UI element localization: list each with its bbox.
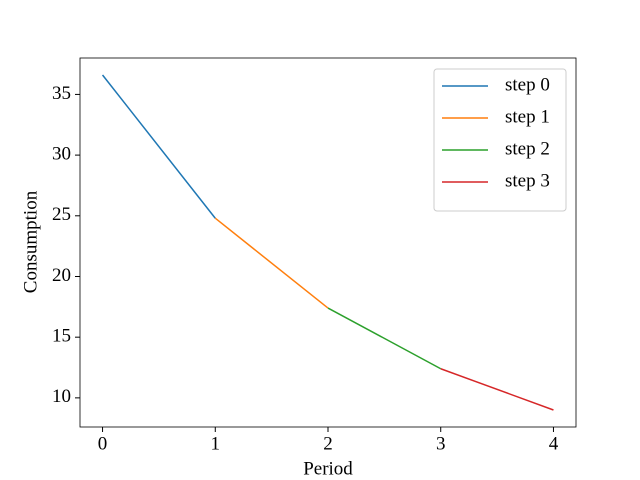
y-tick-label: 30 [52,143,71,164]
y-tick-label: 20 [52,265,71,286]
x-tick-label: 3 [436,433,446,454]
x-tick-label: 2 [323,433,333,454]
legend-label: step 0 [505,74,550,95]
series-line [101,74,216,219]
legend-label: step 3 [505,170,550,191]
y-tick-label: 35 [52,83,71,104]
x-tick-label: 4 [549,433,559,454]
x-axis-label: Period [303,458,353,479]
series-line [440,368,554,411]
y-axis-label: Consumption [20,190,41,293]
y-tick-label: 15 [52,326,71,347]
x-tick-label: 1 [211,433,221,454]
legend-box [433,68,567,212]
y-tick-label: 25 [52,204,71,225]
x-tick-label: 0 [98,433,108,454]
legend-label: step 1 [505,106,550,127]
series-line [214,217,329,309]
legend-label: step 2 [505,138,550,159]
y-tick-label: 10 [52,386,71,407]
series-line [327,307,442,370]
plot-frame [79,57,577,428]
